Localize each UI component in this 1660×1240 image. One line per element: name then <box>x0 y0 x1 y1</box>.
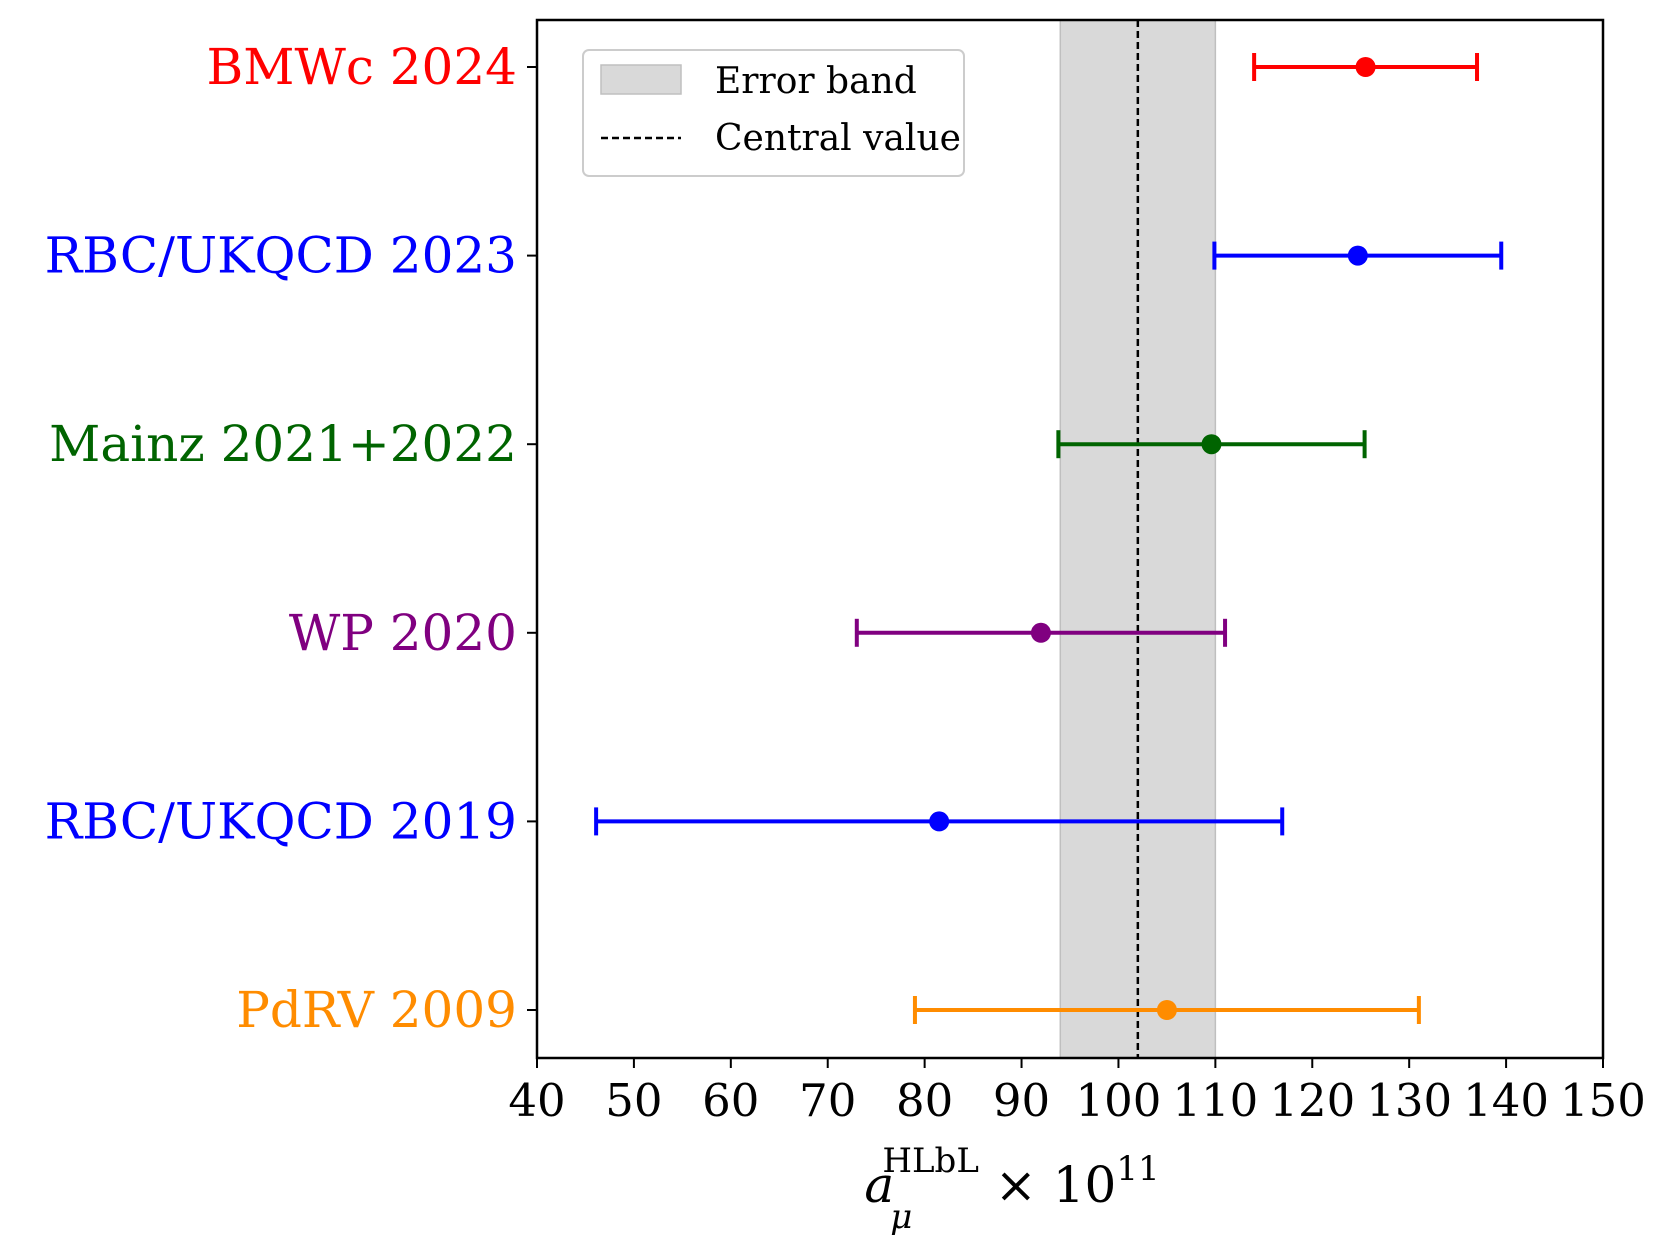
errorbar-pdrv-2009 <box>912 996 1421 1024</box>
x-tick-label: 140 <box>1463 1074 1549 1127</box>
x-tick-label: 60 <box>702 1074 759 1127</box>
y-tick-label: BMWc 2024 <box>207 38 517 96</box>
legend-band-label: Error band <box>715 61 917 102</box>
x-tick-label: 100 <box>1076 1074 1162 1127</box>
x-tick-label: 40 <box>508 1074 565 1127</box>
errorbar-rbc-ukqcd-2019 <box>594 807 1285 836</box>
errorbar-mainz-2021-2022 <box>1056 430 1367 459</box>
data-point <box>1156 1000 1177 1020</box>
errorbar-bmwc-2024 <box>1252 53 1480 81</box>
axes: BMWc 2024 RBC/UKQCD 2023 Mainz 2021+2022 WP… <box>45 18 1646 1127</box>
y-tick-label: RBC/UKQCD 2019 <box>45 792 517 850</box>
x-tick-label: 150 <box>1560 1074 1646 1127</box>
data-point <box>1347 245 1368 266</box>
y-tick-label: RBC/UKQCD 2023 <box>45 227 517 285</box>
errorbar-rbc-ukqcd-2023 <box>1212 241 1504 270</box>
plot-area <box>594 19 1504 1059</box>
x-tick-label: 80 <box>896 1074 953 1127</box>
legend-central-label: Central value <box>715 118 961 159</box>
x-tick-label: 50 <box>605 1074 662 1127</box>
errorbar-wp-2020 <box>854 618 1228 647</box>
y-tick-label: WP 2020 <box>289 604 517 662</box>
y-tick-label: PdRV 2009 <box>236 981 517 1039</box>
legend: Error band Central value <box>582 49 965 177</box>
x-tick-label: 130 <box>1366 1074 1452 1127</box>
y-tick-label: Mainz 2021+2022 <box>49 415 517 473</box>
x-tick-label: 120 <box>1269 1074 1355 1127</box>
x-tick-label: 110 <box>1172 1074 1258 1127</box>
x-tick-label: 90 <box>993 1074 1050 1127</box>
x-axis-label: a μHLbL × 1011 <box>864 1141 1159 1237</box>
data-point <box>929 811 950 832</box>
plot-frame <box>535 18 1605 1060</box>
x-tick-label: 70 <box>799 1074 856 1127</box>
data-point <box>1355 57 1376 77</box>
legend-band-swatch <box>600 64 682 95</box>
data-point <box>1030 622 1051 643</box>
data-point <box>1201 434 1222 455</box>
